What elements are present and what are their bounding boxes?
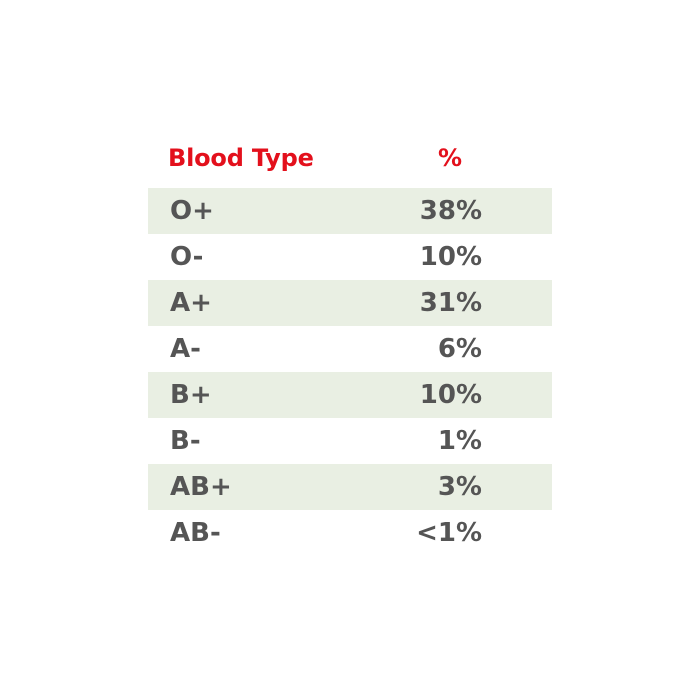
table-row: AB+ 3% xyxy=(148,464,552,510)
table-row: A+ 31% xyxy=(148,280,552,326)
blood-type-cell: A- xyxy=(170,334,201,364)
table-row: O+ 38% xyxy=(148,188,552,234)
table-row: AB- <1% xyxy=(148,510,552,556)
blood-type-cell: O- xyxy=(170,242,204,272)
percent-cell: 10% xyxy=(419,242,482,272)
percent-cell: <1% xyxy=(416,518,482,548)
table-row: O- 10% xyxy=(148,234,552,280)
blood-type-cell: B- xyxy=(170,426,201,456)
table-row: B- 1% xyxy=(148,418,552,464)
blood-type-cell: AB+ xyxy=(170,472,232,502)
table-row: B+ 10% xyxy=(148,372,552,418)
percent-cell: 10% xyxy=(419,380,482,410)
percent-cell: 31% xyxy=(419,288,482,318)
blood-type-cell: B+ xyxy=(170,380,212,410)
percent-cell: 6% xyxy=(437,334,482,364)
blood-type-cell: AB- xyxy=(170,518,221,548)
blood-type-column-header: Blood Type xyxy=(168,144,314,172)
percent-cell: 38% xyxy=(419,196,482,226)
table-header: Blood Type % xyxy=(148,140,552,188)
blood-type-cell: O+ xyxy=(170,196,214,226)
percent-column-header: % xyxy=(438,144,463,172)
blood-type-cell: A+ xyxy=(170,288,212,318)
table-row: A- 6% xyxy=(148,326,552,372)
percent-cell: 1% xyxy=(437,426,482,456)
blood-type-table: Blood Type % O+ 38% O- 10% A+ 31% A- 6% … xyxy=(148,140,552,556)
percent-cell: 3% xyxy=(437,472,482,502)
